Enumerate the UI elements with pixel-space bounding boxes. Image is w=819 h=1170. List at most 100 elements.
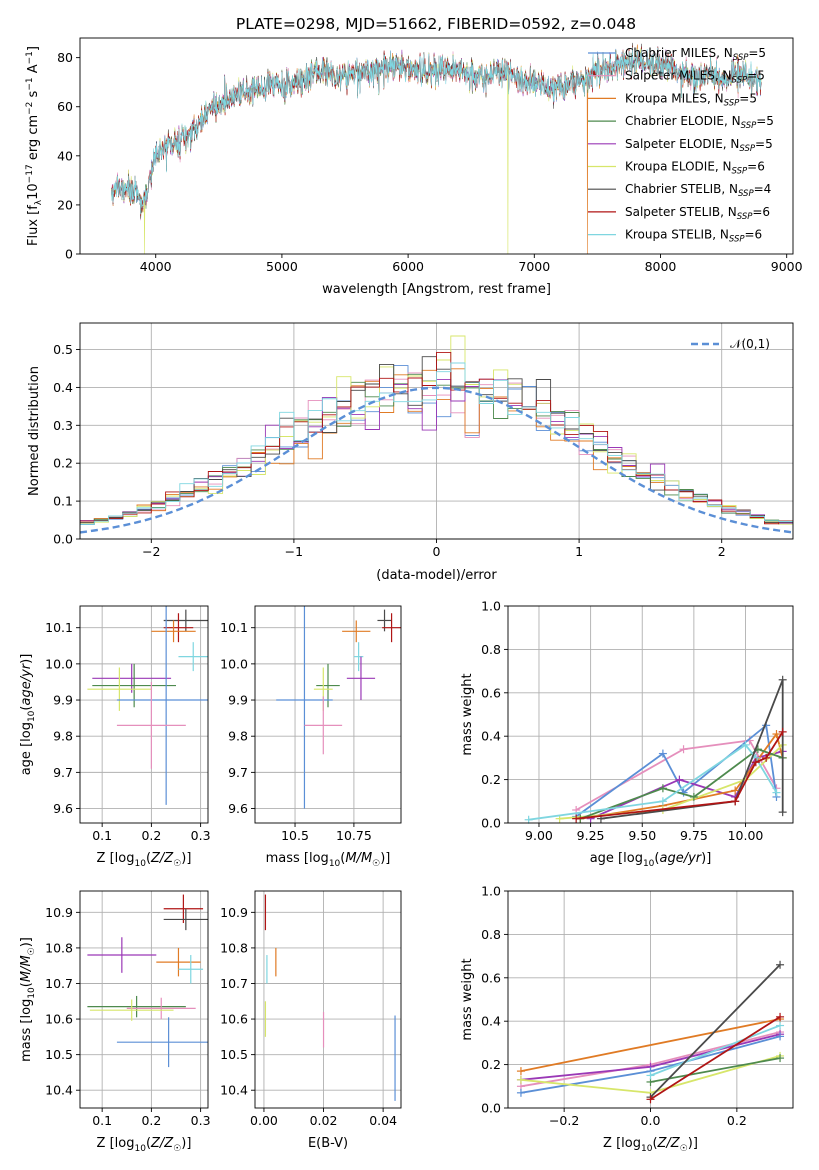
legend-label: Kroupa STELIB, NSSP=6 [625, 228, 762, 245]
y-tick-label: 9.8 [53, 729, 73, 744]
y-tick-label: 10.8 [220, 940, 248, 955]
x-tick-label: 6000 [392, 259, 424, 274]
y-tick-label: 0.8 [481, 642, 501, 657]
mass-weight-line [650, 1057, 781, 1083]
y-axis-label: mass weight [460, 673, 475, 755]
x-tick-label: −2 [142, 544, 160, 559]
x-tick-label: 0.1 [92, 1113, 112, 1128]
y-tick-label: 9.9 [53, 693, 73, 708]
x-tick-label: 7000 [518, 259, 550, 274]
y-axis-label: Normed distribution [27, 366, 42, 496]
x-tick-label: −1 [285, 544, 303, 559]
x-tick-label: 0.2 [727, 1113, 747, 1128]
mass-weight-line [649, 964, 781, 1098]
axes-frame [79, 890, 209, 1109]
axes-frame [79, 605, 209, 824]
legend-label: Salpeter ELODIE, NSSP=5 [625, 137, 773, 154]
axes-frame [507, 890, 794, 1109]
x-axis-label: Z [log10(Z/Z☉)] [97, 851, 192, 869]
mass-weight-line [520, 1018, 781, 1072]
panel-age-vs-metallicity: 0.1 0.2 0.3 9.6 9.7 9.8 9.9 10.0 10.1 Z [log10(Z/… [19, 605, 211, 869]
y-axis-label: age [log10(age/yr)] [19, 654, 37, 776]
panel-mass-weight-vs-metallicity: −0.2 0.0 0.2 0.0 0.2 0.4 0.6 0.8 1.0 Z [log10(Z/Z… [460, 884, 794, 1154]
y-tick-label: 10.5 [45, 1047, 73, 1062]
y-tick-label: 0.4 [53, 380, 73, 395]
y-tick-label: 10.4 [45, 1083, 73, 1098]
x-tick-label: 0 [433, 544, 441, 559]
x-axis-label: (data-model)/error [376, 568, 497, 583]
x-tick-label: 4000 [140, 259, 172, 274]
x-tick-label: 5000 [266, 259, 298, 274]
mass-weight-line [650, 1024, 781, 1077]
y-tick-label: 10.0 [45, 656, 73, 671]
x-tick-label: 0.02 [310, 1113, 338, 1128]
x-tick-label: 1 [575, 544, 583, 559]
y-tick-label: 0.4 [481, 1014, 501, 1029]
y-axis-label: Flux [fλ10−17 erg cm−2 s−1 A−1] [25, 46, 44, 246]
y-tick-label: 9.8 [228, 729, 248, 744]
y-tick-label: 60 [57, 99, 73, 114]
panel-age-vs-mass: 10.5 10.75 9.6 9.7 9.8 9.9 10.0 10.1 mass [log10… [220, 605, 402, 869]
x-axis-label: Z [log10(Z/Z☉)] [603, 1136, 698, 1154]
x-tick-label: 8000 [645, 259, 677, 274]
x-tick-label: 0.2 [141, 1113, 161, 1128]
y-tick-label: 10.9 [45, 905, 73, 920]
panel-residual-histogram: −2 −1 0 1 2 0.0 0.1 0.2 0.3 0.4 0.5 𝒩(0,1) (data-mod… [27, 322, 794, 583]
y-tick-label: 0.2 [481, 772, 501, 787]
y-tick-label: 10.7 [45, 976, 73, 991]
y-tick-label: 9.9 [228, 693, 248, 708]
x-tick-label: 0.2 [141, 828, 161, 843]
histogram-step-series [80, 362, 793, 539]
y-tick-label: 0.3 [53, 418, 73, 433]
y-tick-label: 20 [57, 197, 73, 212]
y-tick-label: 9.6 [228, 801, 248, 816]
y-tick-label: 0.1 [53, 494, 73, 509]
x-tick-label: 9.00 [525, 828, 553, 843]
y-tick-label: 10.5 [220, 1047, 248, 1062]
legend-label: Chabrier STELIB, NSSP=4 [625, 182, 771, 199]
y-tick-label: 10.1 [220, 620, 248, 635]
x-axis-label: wavelength [Angstrom, rest frame] [322, 282, 551, 297]
spectrum-line-kroupa-stelib [111, 47, 762, 215]
axes-frame [79, 37, 794, 255]
axes-frame [507, 605, 794, 824]
y-tick-label: 0.0 [481, 816, 501, 831]
legend-label: Chabrier ELODIE, NSSP=5 [625, 114, 774, 131]
panel-mass-weight-vs-age: 9.00 9.25 9.50 9.75 10.00 0.0 0.2 0.4 0.6 0.8 1.0 a… [460, 599, 794, 869]
x-tick-label: 0.0 [641, 1113, 661, 1128]
y-tick-label: 0.6 [481, 970, 501, 985]
y-tick-label: 0.2 [481, 1057, 501, 1072]
x-tick-label: 9.50 [628, 828, 656, 843]
y-tick-label: 10.0 [220, 656, 248, 671]
x-axis-label: E(B-V) [308, 1136, 348, 1151]
legend-label: Kroupa MILES, NSSP=5 [625, 91, 757, 108]
y-tick-label: 1.0 [481, 884, 501, 899]
y-tick-label: 10.6 [45, 1012, 73, 1027]
y-tick-label: 0.6 [481, 685, 501, 700]
panel-spectrum: 4000 5000 6000 7000 8000 9000 0 20 40 60 80 Chabrie… [25, 37, 803, 297]
x-axis-label: mass [log10(M/M☉)] [266, 851, 391, 869]
legend-label: Chabrier MILES, NSSP=5 [625, 46, 766, 63]
y-tick-label: 9.7 [53, 765, 73, 780]
y-tick-label: 40 [57, 148, 73, 163]
mass-weight-line [650, 1016, 781, 1101]
y-tick-label: 0.4 [481, 729, 501, 744]
x-tick-label: 9000 [771, 259, 803, 274]
x-tick-label: 0.1 [92, 828, 112, 843]
y-tick-label: 0.8 [481, 927, 501, 942]
axes-frame [254, 605, 402, 824]
y-tick-label: 10.1 [45, 620, 73, 635]
mass-weight-line [600, 679, 784, 820]
x-tick-label: 0.3 [191, 1113, 211, 1128]
y-tick-label: 10.9 [220, 905, 248, 920]
y-tick-label: 0.0 [53, 532, 73, 547]
y-tick-label: 10.6 [220, 1012, 248, 1027]
legend-label: 𝒩(0,1) [730, 337, 770, 351]
x-tick-label: 10.00 [728, 828, 764, 843]
x-tick-label: 9.25 [577, 828, 605, 843]
axes-frame [79, 322, 794, 540]
x-tick-label: −0.2 [549, 1113, 579, 1128]
legend-label: Kroupa ELODIE, NSSP=6 [625, 160, 765, 177]
y-tick-label: 9.6 [53, 801, 73, 816]
